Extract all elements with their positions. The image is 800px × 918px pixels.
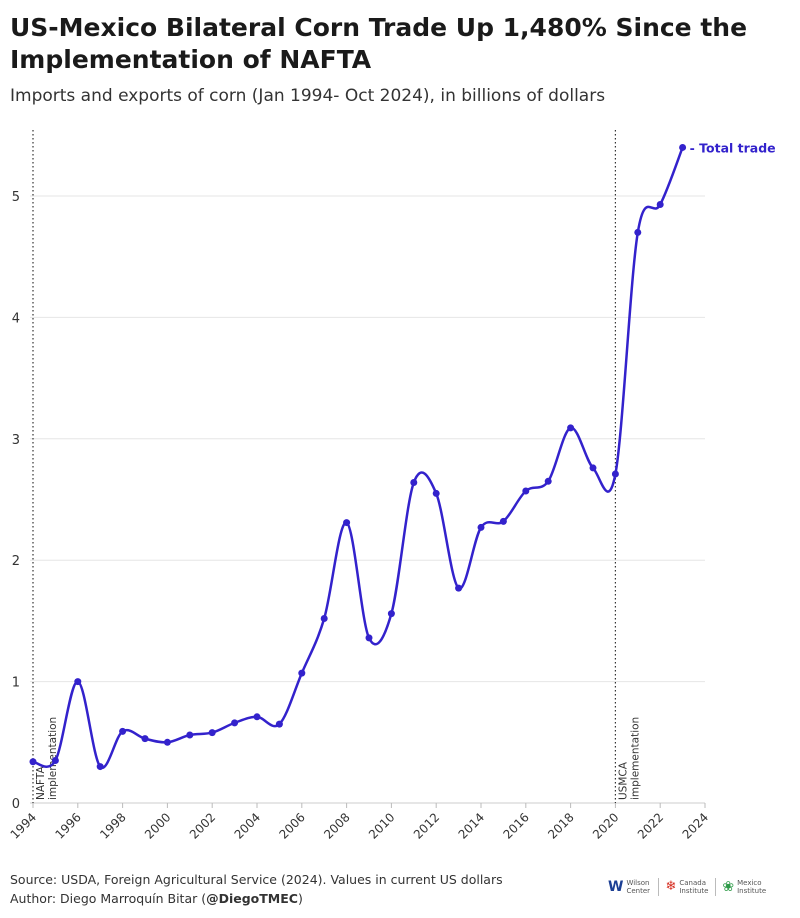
- data-point: [522, 487, 530, 495]
- logo-text: Canada Institute: [679, 879, 709, 895]
- divider: [658, 878, 660, 896]
- author-handle: @DiegoTMEC: [206, 891, 298, 906]
- data-point: [410, 479, 418, 487]
- data-point: [611, 470, 619, 478]
- canada-institute-logo: ❄ Canada Institute: [665, 879, 709, 895]
- annotation-label: NAFTA: [35, 766, 47, 800]
- data-point: [186, 731, 194, 739]
- divider: [715, 878, 717, 896]
- line-chart: 0 1 2 3 4 5 1994 1996 1998 2000 2002 2004 2006 2008 20…: [8, 130, 776, 842]
- author-suffix: ): [297, 891, 303, 906]
- y-tick-label: 1: [12, 676, 20, 691]
- wilson-center-logo: W Wilson Center: [608, 879, 652, 895]
- data-point: [163, 738, 171, 746]
- y-tick-label: 4: [12, 311, 20, 326]
- data-point: [275, 720, 283, 728]
- x-tick-label: 2024: [680, 810, 711, 841]
- x-tick-label: 2012: [411, 810, 442, 841]
- data-point: [477, 523, 485, 531]
- data-point: [387, 610, 395, 618]
- data-point: [119, 727, 127, 735]
- chart-subtitle: Imports and exports of corn (Jan 1994- O…: [10, 86, 606, 106]
- x-tick-label: 2000: [142, 810, 173, 841]
- data-point: [208, 729, 216, 737]
- data-point: [455, 584, 463, 592]
- x-tick-label: 2006: [276, 810, 307, 841]
- y-tick-label: 2: [12, 554, 20, 569]
- series-line-total-trade: [32, 146, 684, 769]
- data-point: [96, 763, 104, 771]
- data-point: [634, 228, 642, 236]
- data-point: [432, 489, 440, 497]
- data-point: [343, 519, 351, 527]
- x-tick-label: 1994: [8, 810, 39, 841]
- data-point: [320, 614, 328, 622]
- data-point: [656, 200, 664, 208]
- x-tick-label: 2004: [232, 810, 263, 841]
- data-point: [365, 634, 373, 642]
- x-tick-label: 1996: [52, 810, 83, 841]
- data-point: [499, 517, 507, 525]
- x-tick-label: 2010: [366, 810, 397, 841]
- x-tick-label: 2018: [545, 810, 576, 841]
- x-tick-label: 1998: [97, 810, 128, 841]
- data-point: [141, 735, 149, 743]
- annotation-label: USMCA: [617, 761, 629, 800]
- x-tick-label: 2016: [500, 810, 531, 841]
- x-tick-label: 2008: [321, 810, 352, 841]
- data-point: [589, 464, 597, 472]
- data-point: [74, 678, 82, 686]
- y-tick-label: 3: [12, 433, 20, 448]
- data-point: [29, 758, 37, 766]
- data-point: [567, 424, 575, 432]
- x-tick-label: 2014: [456, 810, 487, 841]
- data-point: [298, 669, 306, 677]
- annotation-label: implementation: [629, 717, 641, 800]
- source-note: Source: USDA, Foreign Agricultural Servi…: [10, 870, 503, 908]
- author-prefix: Author: Diego Marroquín Bitar (: [10, 891, 207, 906]
- x-tick-label: 2020: [590, 810, 621, 841]
- y-tick-label: 5: [12, 190, 20, 205]
- y-tick-label: 0: [12, 797, 20, 812]
- data-point: [544, 477, 552, 485]
- x-tick-label: 2002: [187, 810, 218, 841]
- logos: W Wilson Center ❄ Canada Institute ❀ Mexico…: [608, 878, 767, 896]
- data-point: [231, 719, 239, 727]
- author-text: Author: Diego Marroquín Bitar (@DiegoTME…: [10, 889, 503, 908]
- data-point: [253, 713, 261, 721]
- source-text: Source: USDA, Foreign Agricultural Servi…: [10, 872, 503, 887]
- mexico-institute-logo: ❀ Mexico Institute: [722, 879, 767, 895]
- data-point: [679, 143, 687, 151]
- logo-text: Wilson Center: [626, 879, 651, 895]
- x-tick-label: 2022: [635, 810, 666, 841]
- data-point: [51, 757, 59, 765]
- chart-title: US-Mexico Bilateral Corn Trade Up 1,480%…: [10, 13, 748, 74]
- series-label: - Total trade: [690, 140, 776, 155]
- logo-text: Mexico Institute: [737, 879, 767, 895]
